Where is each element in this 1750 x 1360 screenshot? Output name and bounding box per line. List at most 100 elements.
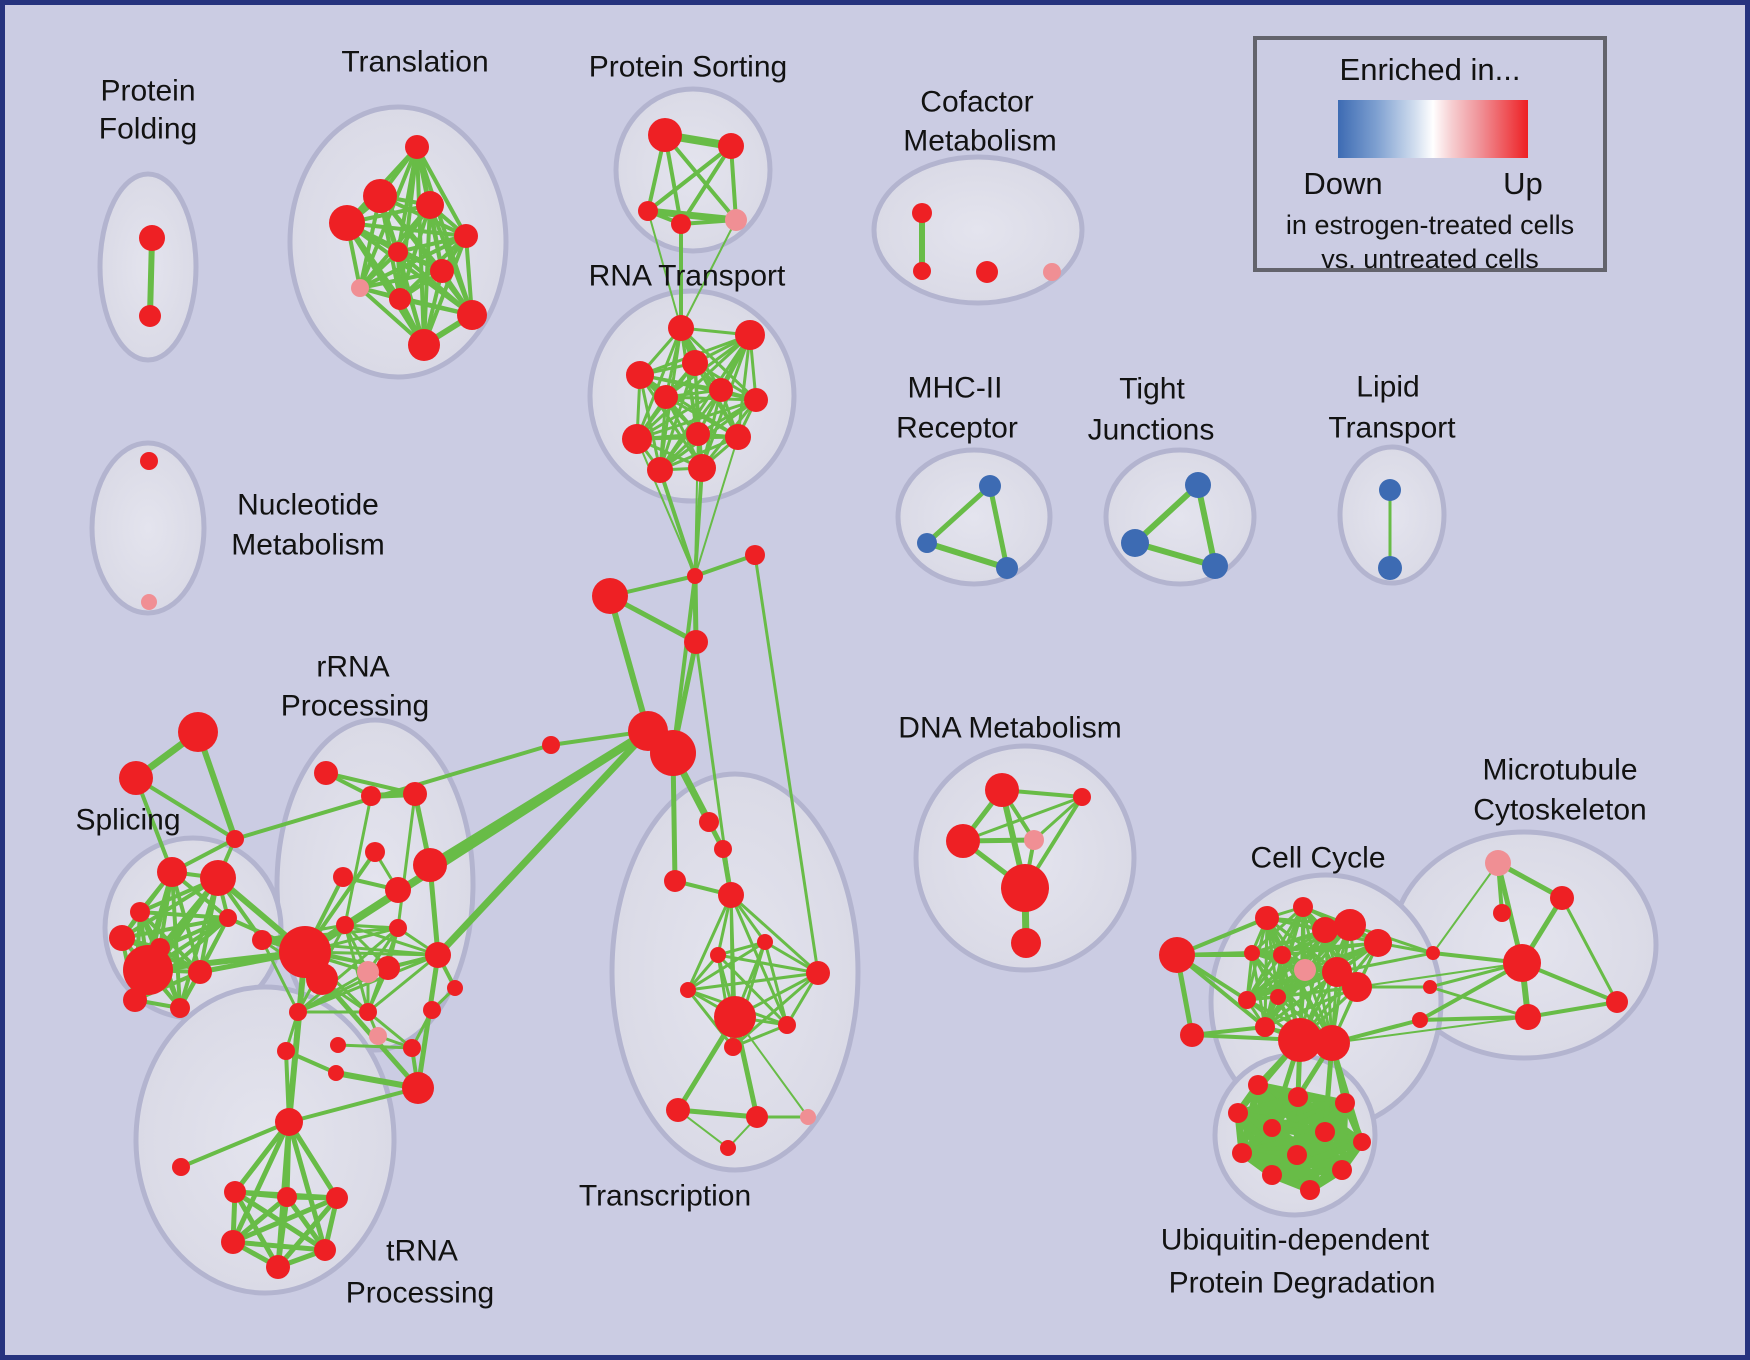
network-node: [718, 133, 744, 159]
network-edge: [1250, 951, 1267, 1029]
network-node: [306, 963, 338, 995]
network-node: [714, 996, 756, 1038]
network-edge: [924, 483, 993, 546]
network-node: [408, 329, 440, 361]
network-edge: [663, 133, 738, 222]
network-edge: [1263, 970, 1339, 1029]
network-node: [200, 860, 236, 896]
network-node: [757, 934, 773, 950]
network-edge: [729, 893, 820, 975]
legend-caption-line1: in estrogen-treated cells: [1285, 210, 1575, 240]
network-node: [1262, 1165, 1282, 1185]
network-node: [654, 385, 678, 409]
network-edge: [753, 553, 820, 975]
network-edge: [230, 1239, 328, 1253]
network-edge: [635, 388, 723, 441]
network-node: [416, 191, 444, 219]
network-node: [351, 279, 369, 297]
network-edge: [434, 727, 652, 959]
network-node: [1185, 472, 1211, 498]
network-edge: [686, 971, 820, 992]
network-node: [735, 320, 765, 350]
network-node: [622, 424, 652, 454]
network-node: [806, 961, 830, 985]
network-node: [314, 761, 338, 785]
cluster-label: Metabolism: [231, 529, 384, 562]
network-node: [224, 1181, 246, 1203]
network-node: [1043, 263, 1061, 281]
cluster-label: Protein: [100, 75, 195, 108]
network-node: [1244, 945, 1260, 961]
network-node: [917, 533, 937, 553]
cluster-label: Folding: [99, 113, 197, 146]
network-edge: [426, 727, 652, 869]
network-node: [363, 179, 397, 213]
network-edge: [296, 926, 400, 1014]
network-node: [709, 378, 733, 402]
network-node: [330, 1037, 346, 1053]
network-edge: [763, 940, 789, 1027]
network-node: [1238, 991, 1256, 1009]
network-node: [1228, 1103, 1248, 1123]
cluster-label: Splicing: [75, 804, 180, 837]
network-node: [365, 842, 385, 862]
cluster-label: Protein Sorting: [589, 51, 787, 84]
network-edge: [664, 333, 752, 399]
network-edge: [679, 144, 733, 226]
network-edge: [358, 234, 468, 290]
network-node: [170, 998, 190, 1018]
cluster-label: Junctions: [1088, 414, 1215, 447]
cluster-label: Receptor: [896, 412, 1018, 445]
network-node: [157, 857, 187, 887]
network-edge: [287, 1086, 420, 1124]
cluster-label: Cofactor: [920, 86, 1033, 119]
network-node: [946, 824, 980, 858]
network-node: [219, 909, 237, 927]
network-edge: [147, 235, 155, 319]
network-edge: [664, 395, 758, 402]
network-node: [403, 1039, 421, 1057]
network-edge: [694, 436, 739, 577]
network-node: [266, 1255, 290, 1279]
network-node: [188, 960, 212, 984]
cluster-label: Transport: [1328, 412, 1456, 445]
network-node: [976, 261, 998, 283]
cluster-label: Protein Degradation: [1169, 1267, 1436, 1300]
network-edge: [1418, 961, 1524, 1022]
legend-gradient-bar: [1338, 100, 1528, 158]
network-edge: [716, 953, 820, 975]
network-node: [720, 1140, 736, 1156]
network-node: [996, 557, 1018, 579]
network-node: [123, 945, 173, 995]
network-node: [1342, 972, 1372, 1002]
network-node: [913, 262, 931, 280]
network-edge: [1560, 896, 1619, 1004]
network-node: [413, 848, 447, 882]
network-edge: [658, 468, 697, 578]
network-node: [139, 305, 161, 327]
network-edge: [680, 219, 737, 329]
network-node: [1202, 553, 1228, 579]
network-node: [1288, 1087, 1308, 1107]
network-node: [130, 902, 150, 922]
network-edge: [1032, 795, 1084, 842]
network-node: [1073, 788, 1091, 806]
network-node: [671, 214, 691, 234]
cluster-label: Cell Cycle: [1250, 842, 1385, 875]
network-node: [1293, 897, 1313, 917]
network-edge: [415, 145, 468, 238]
cluster-bubble-protein-folding: [97, 171, 199, 363]
network-edge: [1526, 1000, 1619, 1019]
network-node: [744, 388, 768, 412]
network-edge: [1132, 482, 1201, 546]
network-node: [1270, 989, 1286, 1005]
cluster-label: Processing: [281, 690, 429, 723]
cluster-label: Microtubule: [1482, 754, 1637, 787]
cluster-label: Translation: [341, 46, 488, 79]
network-edge: [134, 776, 237, 841]
network-node: [423, 1001, 441, 1019]
network-node: [1294, 959, 1316, 981]
network-node: [369, 1027, 387, 1045]
network-node: [447, 980, 463, 996]
